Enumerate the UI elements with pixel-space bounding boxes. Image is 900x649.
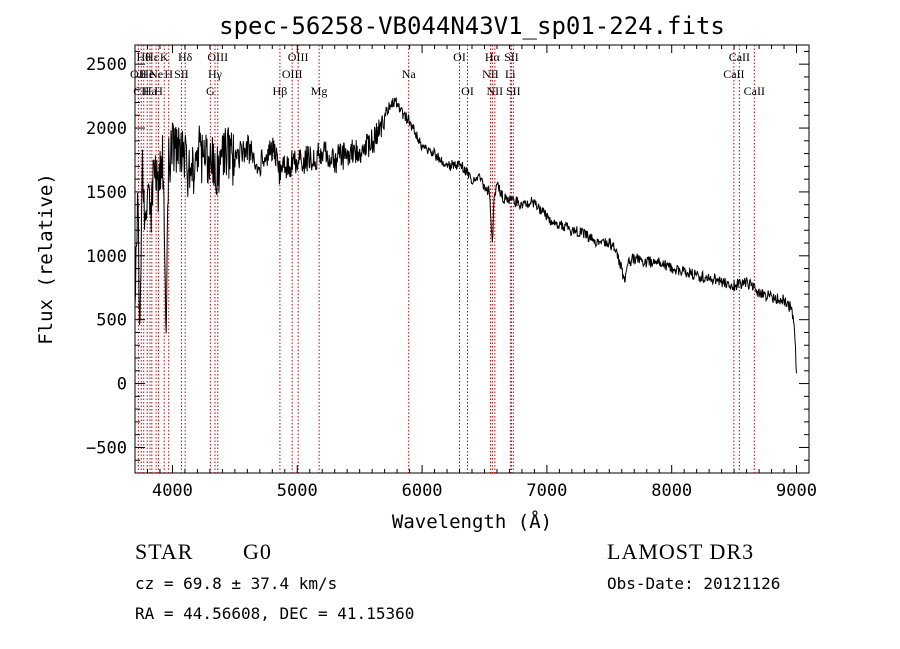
x-tick-label: 7000 — [526, 481, 567, 501]
line-label: Hδ — [178, 50, 193, 64]
line-label: Mg — [311, 84, 328, 98]
line-label: SII — [174, 67, 189, 81]
survey-name: LAMOST DR3 — [607, 539, 755, 564]
y-tick-label: 500 — [96, 311, 127, 331]
line-label: H — [164, 67, 173, 81]
x-tick-label: 5000 — [277, 481, 318, 501]
line-label: OI — [461, 84, 474, 98]
line-label: Hθ — [137, 50, 152, 64]
line-label: H — [154, 84, 163, 98]
line-label: Na — [402, 67, 417, 81]
y-tick-label: 1000 — [86, 247, 127, 267]
y-tick-label: 2500 — [86, 55, 127, 75]
x-axis: 4000 5000 6000 7000 8000 9000 — [134, 45, 817, 501]
line-label: Hα — [485, 50, 501, 64]
x-tick-label: 4000 — [152, 481, 193, 501]
line-label: OI — [453, 50, 466, 64]
line-label: G — [206, 84, 215, 98]
spectrum-line — [134, 97, 797, 374]
x-axis-label: Wavelength (Å) — [392, 510, 552, 533]
line-label: OIII — [282, 67, 303, 81]
line-label: CaII — [729, 50, 750, 64]
line-label: Li — [505, 67, 516, 81]
y-tick-label: 0 — [117, 375, 127, 395]
line-label: NII — [482, 67, 499, 81]
line-label: Hγ — [208, 67, 223, 81]
line-label: Hε — [145, 50, 159, 64]
line-label: SII — [504, 50, 519, 64]
line-label: CaII — [744, 84, 765, 98]
line-label: OIII — [207, 50, 228, 64]
line-label: Ha — [143, 84, 158, 98]
observation-date: Obs-Date: 20121126 — [607, 574, 781, 593]
y-axis-label: Flux (relative) — [35, 173, 57, 345]
y-axis: −500 0 500 1000 1500 2000 2500 — [86, 50, 809, 461]
line-label: SII — [506, 84, 521, 98]
line-label: OIII — [288, 50, 309, 64]
line-label: CII — [133, 84, 149, 98]
line-label: OII — [130, 67, 147, 81]
subclass: G0 — [243, 539, 272, 564]
x-tick-label: 6000 — [402, 481, 443, 501]
plot-frame — [134, 44, 810, 474]
line-label: CaII — [723, 67, 744, 81]
coordinates: RA = 44.56608, DEC = 41.15360 — [135, 604, 415, 623]
emission-line-markers — [137, 45, 755, 473]
y-tick-label: 2000 — [86, 119, 127, 139]
x-tick-label: 8000 — [651, 481, 692, 501]
x-tick-label: 9000 — [776, 481, 817, 501]
line-label: K — [160, 50, 169, 64]
line-label: He — [140, 67, 154, 81]
redshift-velocity: cz = 69.8 ± 37.4 km/s — [135, 574, 338, 593]
line-label: Ne — [149, 67, 163, 81]
y-tick-label: 1500 — [86, 183, 127, 203]
y-tick-label: −500 — [86, 438, 127, 458]
object-class: STAR — [135, 539, 194, 564]
line-label: NII — [487, 84, 504, 98]
line-label: Hβ — [273, 84, 288, 98]
chart-title: spec-56258-VB044N43V1_sp01-224.fits — [219, 12, 725, 40]
